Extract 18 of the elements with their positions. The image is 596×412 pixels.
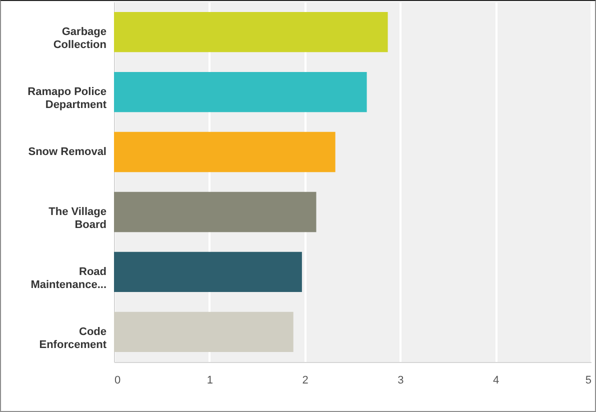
y-tick-label: Snow Removal — [28, 146, 106, 158]
bar — [114, 252, 302, 292]
y-tick-label: Code Enforcement — [39, 326, 107, 351]
bar — [114, 72, 367, 112]
y-tick-label: Road Maintenance... — [30, 266, 106, 291]
x-tick-label: 5 — [585, 374, 592, 386]
y-tick-label: Garbage Collection — [53, 26, 107, 52]
x-tick-label: 2 — [302, 374, 308, 386]
bar — [114, 132, 336, 172]
x-tick-label: 4 — [493, 374, 500, 386]
bar — [114, 12, 388, 52]
bar — [114, 312, 294, 352]
x-tick-label: 0 — [114, 374, 121, 386]
y-tick-label: The Village Board — [48, 206, 106, 231]
x-tick-label: 1 — [206, 374, 213, 386]
y-tick-label: Ramapo Police Department — [28, 86, 107, 112]
x-tick-label: 3 — [398, 374, 404, 386]
bar — [114, 192, 316, 232]
